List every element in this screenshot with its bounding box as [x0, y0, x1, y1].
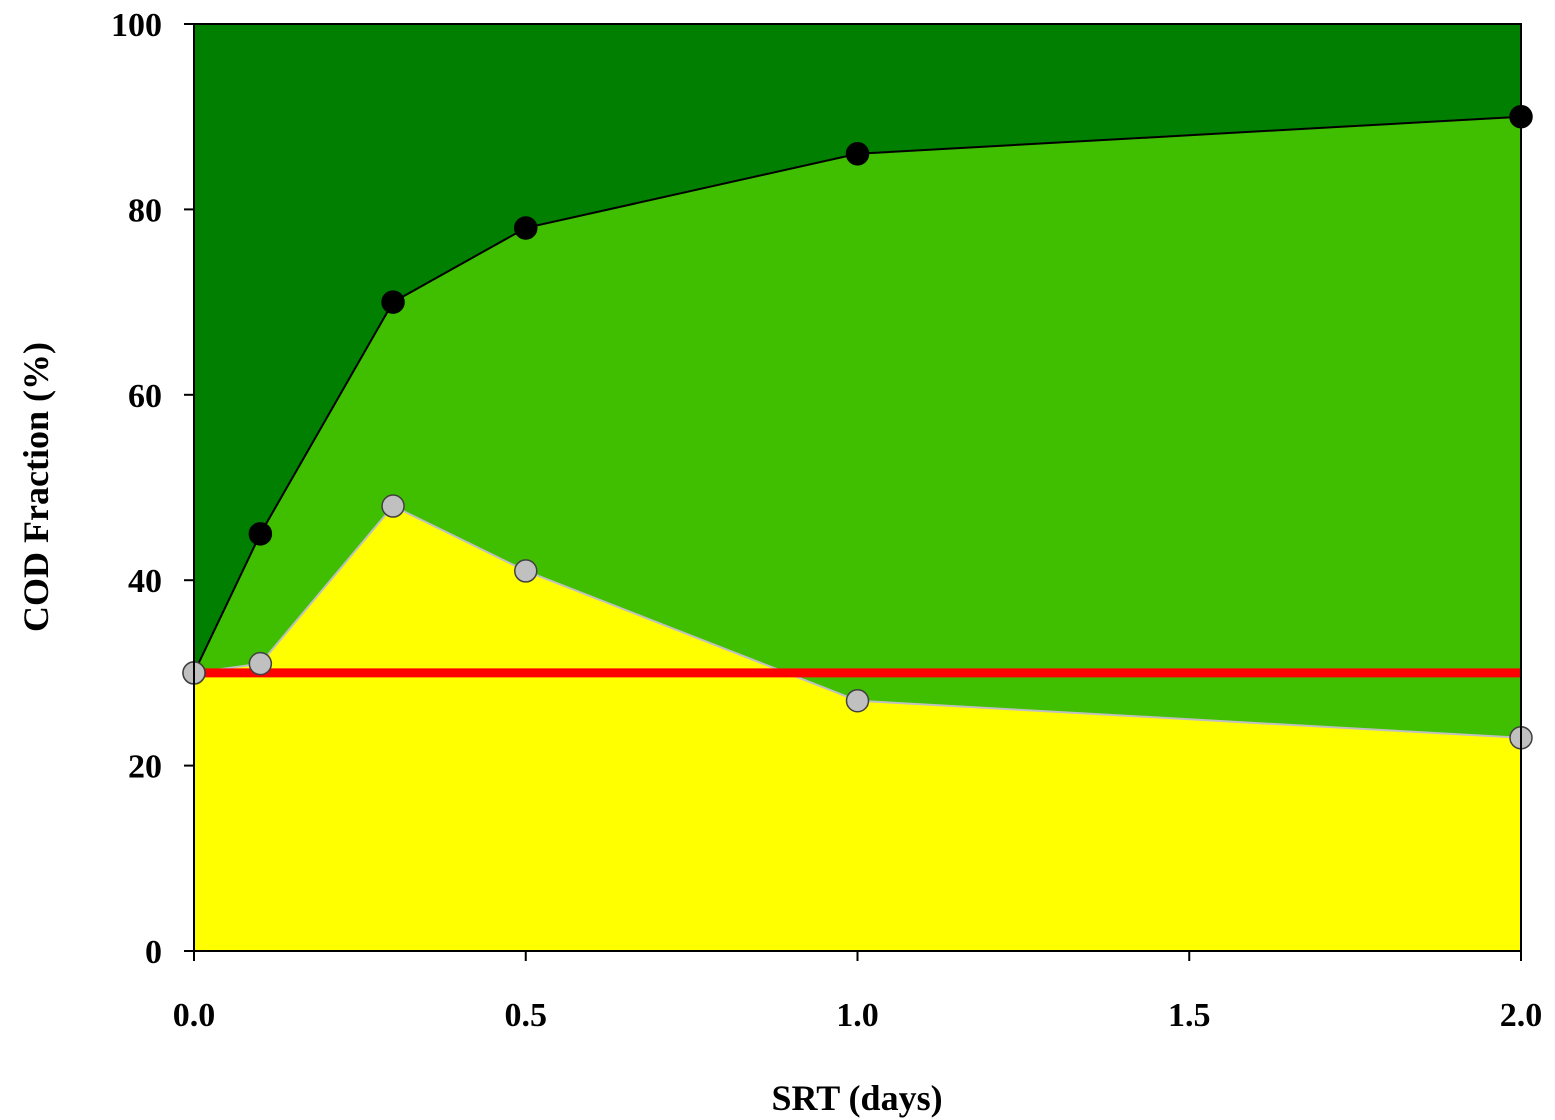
plot-area	[182, 24, 1533, 951]
y-tick-label-5: 100	[111, 7, 162, 44]
upper-area-fill	[194, 24, 1521, 673]
lower-area-fill	[194, 506, 1521, 951]
grey-point-1	[248, 651, 273, 676]
x-axis-title: SRT (days)	[771, 1078, 942, 1118]
x-tick-label-3: 1.5	[1168, 997, 1211, 1034]
grey-point-3	[514, 559, 538, 583]
y-axis-title: COD Fraction (%)	[16, 342, 56, 632]
black-point-3	[514, 216, 538, 240]
grey-point-4	[845, 688, 870, 713]
y-tick-label-4: 80	[128, 192, 162, 229]
x-tick-label-1: 0.5	[505, 997, 548, 1034]
y-tick-label-3: 60	[128, 378, 162, 415]
axes: 0.0 0.5 1.0 1.5 2.0 0 20 40 60 80 100	[111, 7, 1542, 1034]
y-tick-label-0: 0	[145, 934, 162, 971]
black-point-2	[381, 290, 405, 314]
x-tick-label-0: 0.0	[173, 997, 216, 1034]
black-point-4	[845, 142, 870, 166]
x-tick-label-4: 2.0	[1500, 997, 1543, 1034]
middle-area-fill	[194, 116, 1521, 738]
grey-point-2	[381, 494, 405, 518]
x-tick-label-2: 1.0	[836, 997, 879, 1034]
y-tick-label-2: 40	[128, 563, 162, 600]
black-point-1	[248, 522, 273, 546]
y-tick-label-1: 20	[128, 749, 162, 786]
black-series-line	[193, 115, 1522, 674]
